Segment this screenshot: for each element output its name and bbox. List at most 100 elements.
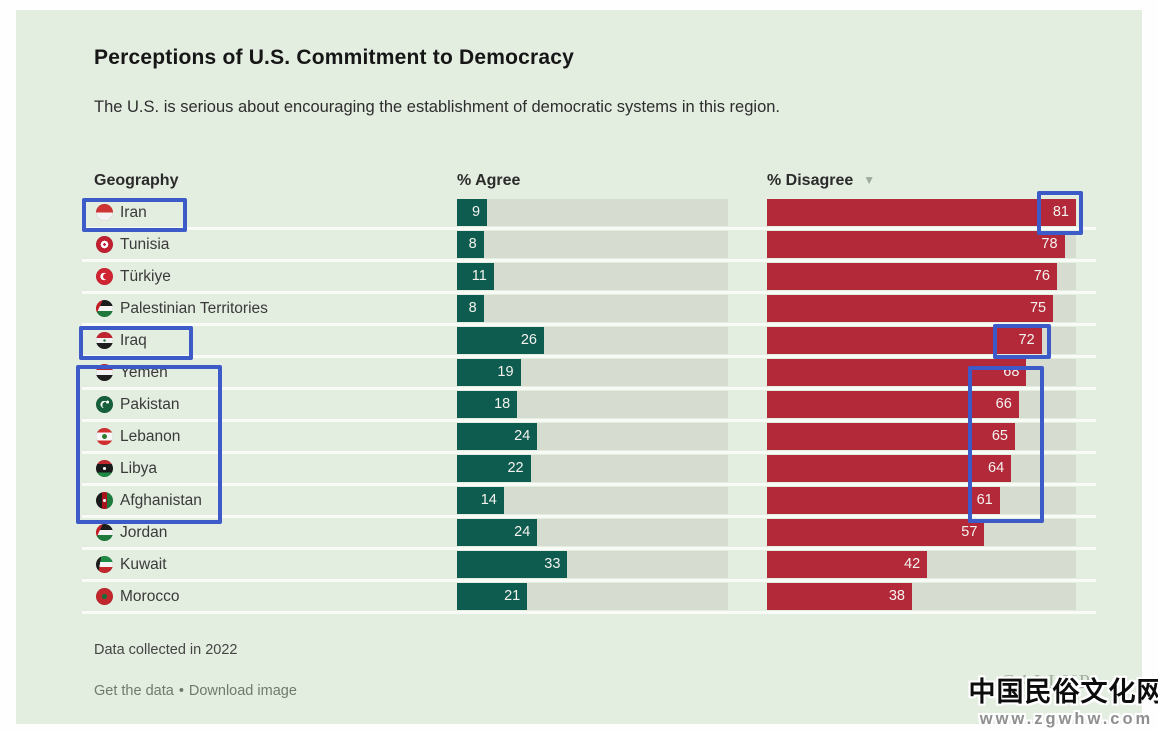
disagree-bar[interactable]: 65: [767, 423, 1015, 450]
disagree-bar-track: 64: [767, 455, 1076, 482]
data-collected-note: Data collected in 2022: [94, 642, 238, 658]
table-row: Iraq 26 72: [82, 326, 1096, 358]
agree-bar-track: 26: [457, 327, 728, 354]
tunisia-flag-icon: [96, 236, 113, 253]
agree-bar[interactable]: 14: [457, 487, 504, 514]
table-row: Kuwait 33 42: [82, 550, 1096, 582]
country-label: Tunisia: [120, 236, 170, 253]
agree-bar[interactable]: 18: [457, 391, 518, 418]
column-header-disagree[interactable]: % Disagree ▼: [767, 172, 875, 190]
agree-bar-track: 24: [457, 519, 728, 546]
country-label: Yemen: [120, 364, 168, 381]
table-row: Pakistan 18 66: [82, 390, 1096, 422]
disagree-value: 64: [988, 460, 1005, 476]
agree-bar-track: 21: [457, 583, 728, 610]
agree-bar[interactable]: 26: [457, 327, 544, 354]
agree-bar[interactable]: 24: [457, 423, 538, 450]
agree-value: 33: [544, 556, 561, 572]
disagree-value: 81: [1052, 204, 1069, 220]
disagree-bar[interactable]: 57: [767, 519, 985, 546]
disagree-value: 78: [1041, 236, 1058, 252]
country-label: Türkiye: [120, 268, 171, 285]
gallup-logo: GALLUP: [1001, 671, 1092, 693]
agree-bar-track: 14: [457, 487, 728, 514]
agree-value: 22: [507, 460, 524, 476]
agree-value: 19: [497, 364, 514, 380]
yemen-flag-icon: [96, 364, 113, 381]
disagree-value: 76: [1033, 268, 1050, 284]
disagree-value: 57: [961, 524, 978, 540]
watermark-url: www.zgwhw.com: [979, 710, 1154, 728]
country-label: Kuwait: [120, 556, 167, 573]
agree-value: 24: [514, 524, 531, 540]
libya-flag-icon: [96, 460, 113, 477]
chart-rows: Iran 9 81 Tunisia 8 78 Türkiye: [82, 198, 1096, 614]
chart-card: Perceptions of U.S. Commitment to Democr…: [16, 10, 1158, 728]
country-label: Lebanon: [120, 428, 181, 445]
agree-value: 8: [468, 236, 477, 252]
agree-bar-track: 9: [457, 199, 728, 226]
agree-bar-track: 8: [457, 295, 728, 322]
disagree-value: 38: [888, 588, 905, 604]
disagree-bar-track: 57: [767, 519, 1076, 546]
table-row: Tunisia 8 78: [82, 230, 1096, 262]
footer-links: Get the data • Download image: [94, 683, 297, 699]
agree-bar[interactable]: 8: [457, 231, 484, 258]
disagree-value: 72: [1018, 332, 1035, 348]
sort-descending-icon[interactable]: ▼: [863, 173, 876, 187]
disagree-bar-track: 38: [767, 583, 1076, 610]
turkiye-flag-icon: [96, 268, 113, 285]
table-row: Lebanon 24 65: [82, 422, 1096, 454]
disagree-bar-track: 72: [767, 327, 1076, 354]
agree-bar[interactable]: 24: [457, 519, 538, 546]
agree-bar[interactable]: 33: [457, 551, 568, 578]
pakistan-flag-icon: [96, 396, 113, 413]
agree-bar[interactable]: 19: [457, 359, 521, 386]
country-label: Pakistan: [120, 396, 180, 413]
disagree-bar[interactable]: 68: [767, 359, 1027, 386]
agree-value: 18: [494, 396, 511, 412]
disagree-bar[interactable]: 66: [767, 391, 1019, 418]
disagree-bar[interactable]: 42: [767, 551, 928, 578]
agree-bar[interactable]: 11: [457, 263, 494, 290]
agree-bar[interactable]: 9: [457, 199, 488, 226]
agree-value: 9: [472, 204, 481, 220]
iran-flag-icon: [96, 204, 113, 221]
disagree-bar[interactable]: 78: [767, 231, 1065, 258]
disagree-bar[interactable]: 61: [767, 487, 1000, 514]
disagree-bar[interactable]: 81: [767, 199, 1076, 226]
link-separator-dot: •: [178, 683, 184, 699]
disagree-bar[interactable]: 64: [767, 455, 1012, 482]
get-the-data-link[interactable]: Get the data: [94, 683, 174, 699]
country-label: Morocco: [120, 588, 180, 605]
agree-bar[interactable]: 21: [457, 583, 528, 610]
disagree-value: 66: [995, 396, 1012, 412]
disagree-bar[interactable]: 75: [767, 295, 1054, 322]
table-row: Türkiye 11 76: [82, 262, 1096, 294]
disagree-bar-track: 66: [767, 391, 1076, 418]
country-label: Afghanistan: [120, 492, 202, 509]
disagree-value: 75: [1029, 300, 1047, 316]
disagree-value: 61: [976, 492, 993, 508]
table-row: Iran 9 81: [82, 198, 1096, 230]
disagree-bar[interactable]: 76: [767, 263, 1057, 290]
agree-value: 11: [471, 268, 487, 284]
agree-bar-track: 18: [457, 391, 728, 418]
disagree-bar-track: 81: [767, 199, 1076, 226]
table-row: Yemen 19 68: [82, 358, 1096, 390]
country-label: Palestinian Territories: [120, 300, 268, 317]
agree-bar-track: 22: [457, 455, 728, 482]
disagree-bar[interactable]: 38: [767, 583, 912, 610]
agree-bar[interactable]: 22: [457, 455, 531, 482]
table-row: Libya 22 64: [82, 454, 1096, 486]
disagree-bar[interactable]: 72: [767, 327, 1042, 354]
column-header-geography[interactable]: Geography: [94, 172, 179, 189]
agree-bar-track: 8: [457, 231, 728, 258]
disagree-bar-track: 76: [767, 263, 1076, 290]
column-header-agree[interactable]: % Agree: [457, 172, 521, 189]
column-header-disagree-label: % Disagree: [767, 172, 854, 189]
agree-bar[interactable]: 8: [457, 295, 484, 322]
country-label: Jordan: [120, 524, 168, 541]
download-image-link[interactable]: Download image: [188, 683, 297, 699]
